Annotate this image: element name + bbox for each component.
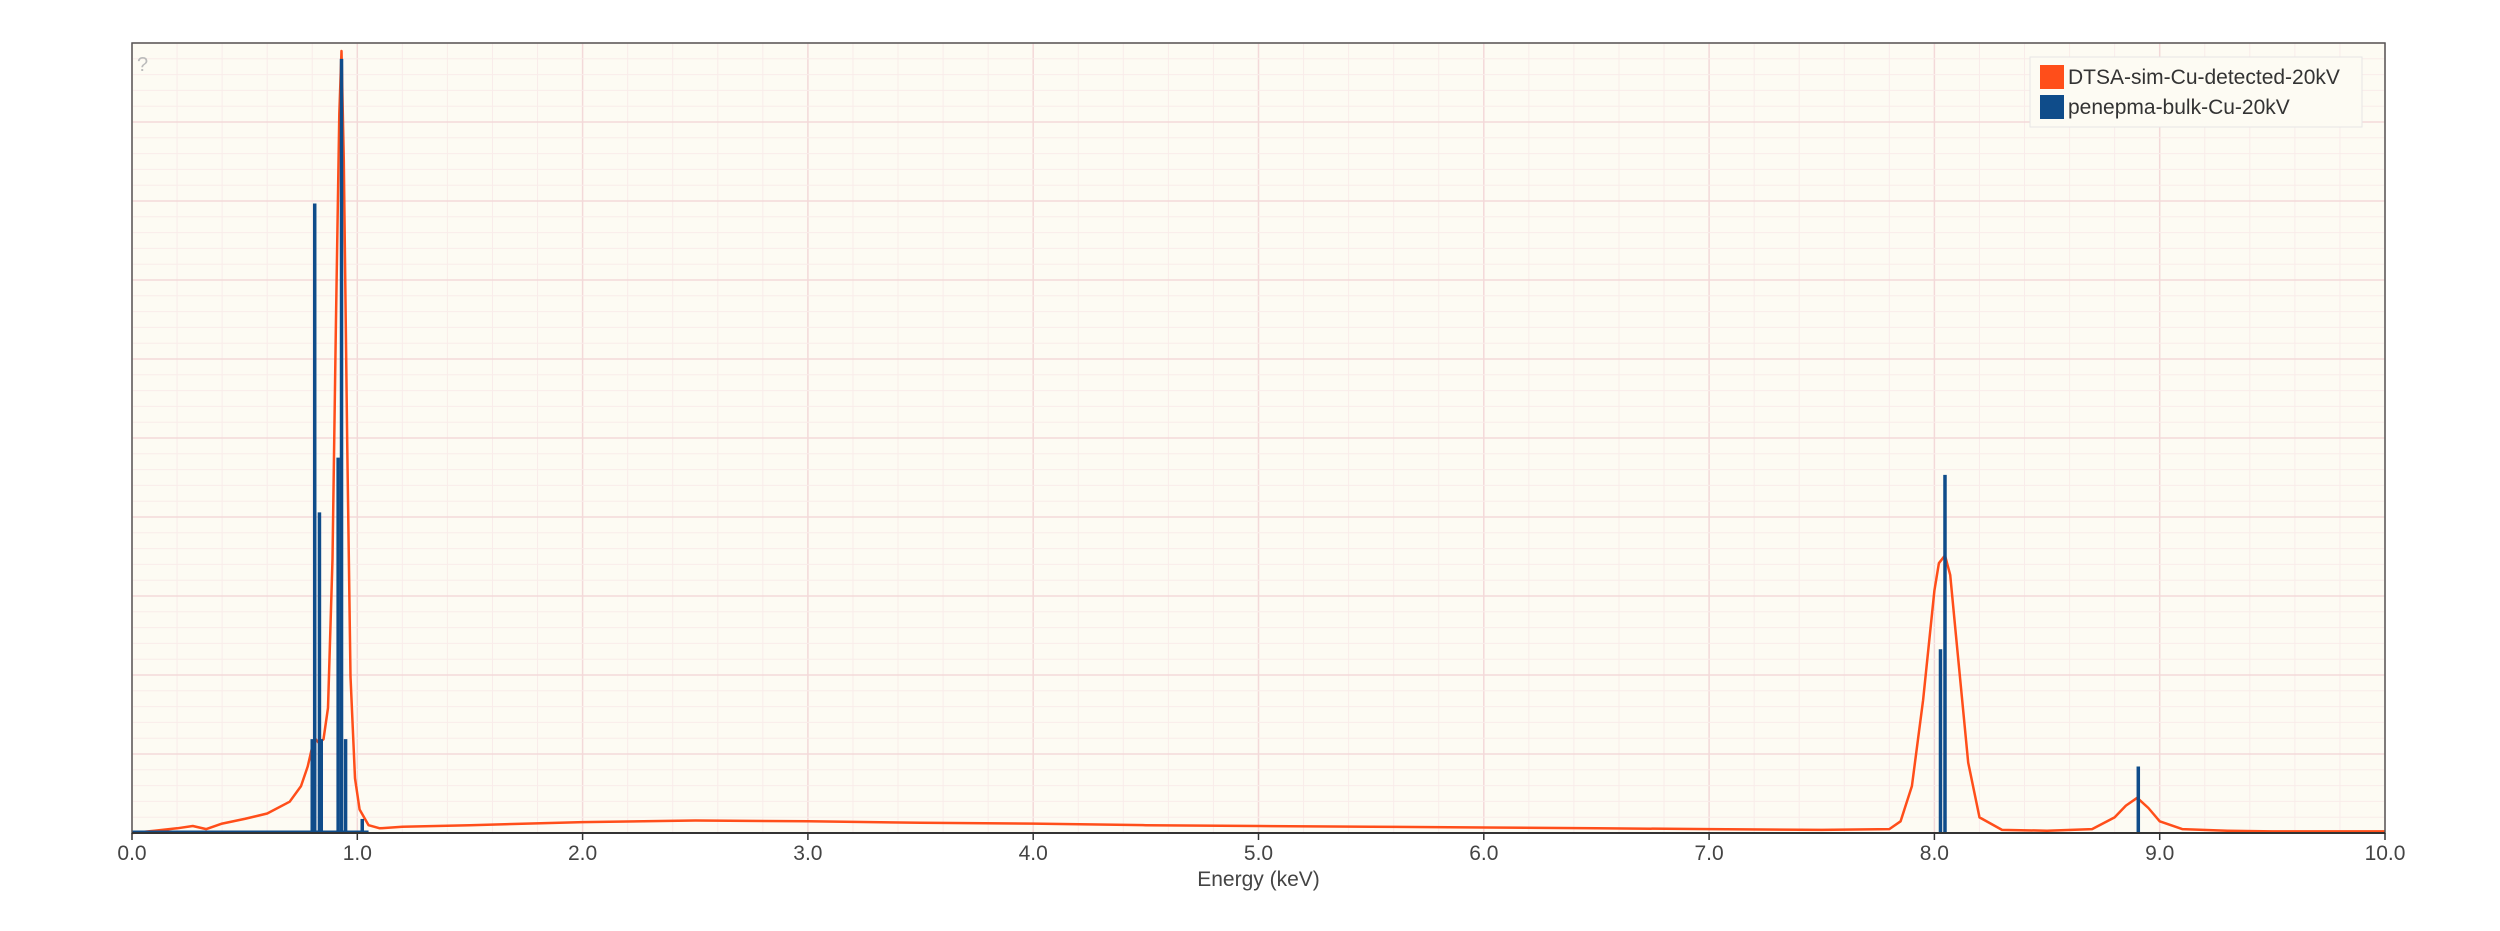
- spectrum-line: [131, 49, 2385, 835]
- x-tick-label: 0.0: [117, 842, 146, 865]
- x-tick-label: 10.0: [2365, 842, 2406, 865]
- x-tick-label: 9.0: [2145, 842, 2174, 865]
- grid-lines: [131, 42, 2386, 834]
- x-tick-label: 4.0: [1019, 842, 1048, 865]
- legend-box: [2029, 56, 2363, 128]
- x-tick-label: 3.0: [793, 842, 822, 865]
- legend-swatch: [2040, 65, 2064, 89]
- x-tick-label: 5.0: [1244, 842, 1273, 865]
- series-2: [132, 58, 2141, 833]
- legend[interactable]: DTSA-sim-Cu-detected-20kV penepma-bulk-Cu…: [2029, 56, 2363, 128]
- x-tick-label: 2.0: [568, 842, 597, 865]
- x-tick-label: 8.0: [1920, 842, 1949, 865]
- series-1: [131, 49, 2385, 835]
- legend-swatch: [2040, 95, 2064, 119]
- help-icon[interactable]: ?: [137, 54, 148, 76]
- x-tick-label: 6.0: [1469, 842, 1498, 865]
- x-tick-label: 7.0: [1694, 842, 1723, 865]
- x-tick-label: 1.0: [343, 842, 372, 865]
- x-axis-title: Energy (keV): [1197, 868, 1320, 891]
- x-axis: 0.0 1.0 2.0 3.0 4.0 5.0 6.0 7.0 8.0 9.0 10.0: [117, 832, 2406, 865]
- legend-label: penepma-bulk-Cu-20kV: [2068, 96, 2290, 119]
- legend-label: DTSA-sim-Cu-detected-20kV: [2068, 66, 2340, 89]
- series-layer: [131, 49, 2385, 835]
